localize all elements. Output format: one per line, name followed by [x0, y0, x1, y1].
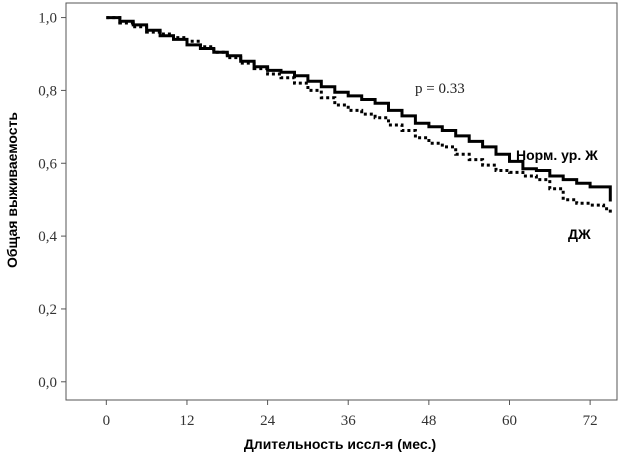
series-label-dzh: ДЖ — [568, 226, 591, 242]
y-tick-label: 0,0 — [38, 375, 57, 391]
y-tick-label: 1,0 — [38, 11, 57, 27]
plot-area-frame — [65, 2, 618, 401]
y-tick-label: 0,2 — [38, 302, 57, 318]
x-tick-label: 24 — [260, 413, 276, 429]
y-tick-label: 0,6 — [38, 156, 57, 172]
x-axis-ticks: 0 12 24 36 48 60 72 — [103, 400, 598, 429]
x-tick-label: 48 — [421, 413, 436, 429]
y-axis-ticks: 0,0 0,2 0,4 0,6 0,8 1,0 — [38, 11, 66, 391]
series-label-normal: Норм. ур. Ж — [516, 147, 598, 163]
series-line-dzh — [106, 16, 612, 215]
y-axis-title: Общая выживаемость — [4, 112, 20, 268]
x-axis-title: Длительность иссл-я (мес.) — [244, 436, 436, 452]
x-tick-label: 72 — [583, 413, 598, 429]
x-tick-label: 12 — [179, 413, 194, 429]
series-layer — [106, 16, 612, 215]
x-tick-label: 60 — [502, 413, 517, 429]
x-tick-label: 0 — [103, 413, 111, 429]
p-value-annotation: p = 0.33 — [415, 81, 465, 97]
y-tick-label: 0,4 — [38, 229, 57, 245]
series-line-normal — [106, 16, 612, 202]
y-tick-label: 0,8 — [38, 83, 57, 99]
x-tick-label: 36 — [341, 413, 357, 429]
